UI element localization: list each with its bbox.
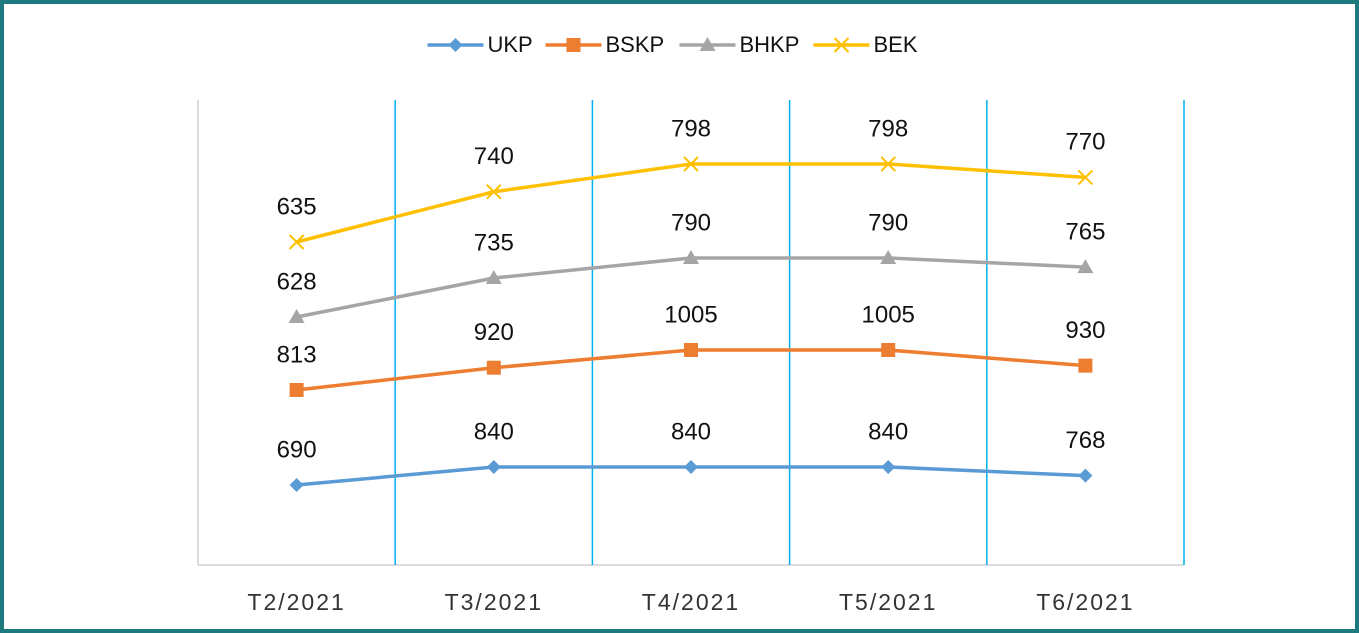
marker — [880, 156, 896, 172]
marker — [486, 360, 501, 375]
marker — [485, 270, 502, 285]
marker — [486, 460, 501, 474]
marker — [288, 234, 305, 250]
marker — [288, 309, 305, 323]
data-label: 790 — [868, 209, 908, 236]
marker — [1078, 468, 1093, 483]
marker — [880, 250, 897, 264]
legend-label: BHKP — [740, 32, 800, 57]
marker — [289, 478, 304, 492]
x-tick-label: T5/2021 — [839, 589, 937, 615]
data-label: 790 — [671, 209, 711, 236]
legend-label: BSKP — [606, 32, 665, 57]
data-label: 840 — [868, 418, 908, 445]
marker — [1078, 358, 1093, 373]
data-label: 690 — [277, 436, 317, 463]
data-label: 628 — [277, 268, 317, 295]
marker — [699, 37, 716, 51]
marker — [289, 383, 304, 397]
data-label: 765 — [1065, 218, 1105, 245]
data-label: 740 — [474, 143, 514, 170]
marker — [683, 250, 699, 264]
data-label: 840 — [671, 418, 711, 445]
data-label: 840 — [474, 418, 514, 445]
data-label: 813 — [277, 341, 317, 368]
marker — [683, 156, 699, 172]
data-label: 735 — [474, 229, 514, 256]
data-label: 635 — [277, 193, 317, 220]
legend-label: BEK — [874, 32, 918, 57]
data-label: 1005 — [862, 301, 915, 328]
data-label: 798 — [671, 115, 711, 142]
data-label: 930 — [1065, 317, 1105, 344]
legend-label: UKP — [488, 32, 533, 57]
data-label: 770 — [1065, 129, 1105, 156]
marker — [1077, 169, 1094, 186]
x-tick-label: T2/2021 — [247, 589, 345, 615]
data-label: 798 — [868, 115, 908, 142]
marker — [566, 38, 581, 52]
marker — [448, 38, 463, 52]
marker — [486, 184, 502, 200]
marker — [881, 460, 896, 474]
data-label: 1005 — [664, 301, 717, 328]
x-tick-label: T6/2021 — [1036, 589, 1134, 615]
data-label: 920 — [474, 319, 514, 346]
x-tick-label: T3/2021 — [445, 589, 543, 615]
data-label: 768 — [1065, 427, 1105, 454]
marker — [881, 343, 896, 357]
x-tick-label: T4/2021 — [642, 589, 740, 615]
marker — [1077, 259, 1094, 274]
marker — [684, 343, 698, 357]
marker — [833, 37, 850, 53]
marker — [684, 460, 698, 474]
